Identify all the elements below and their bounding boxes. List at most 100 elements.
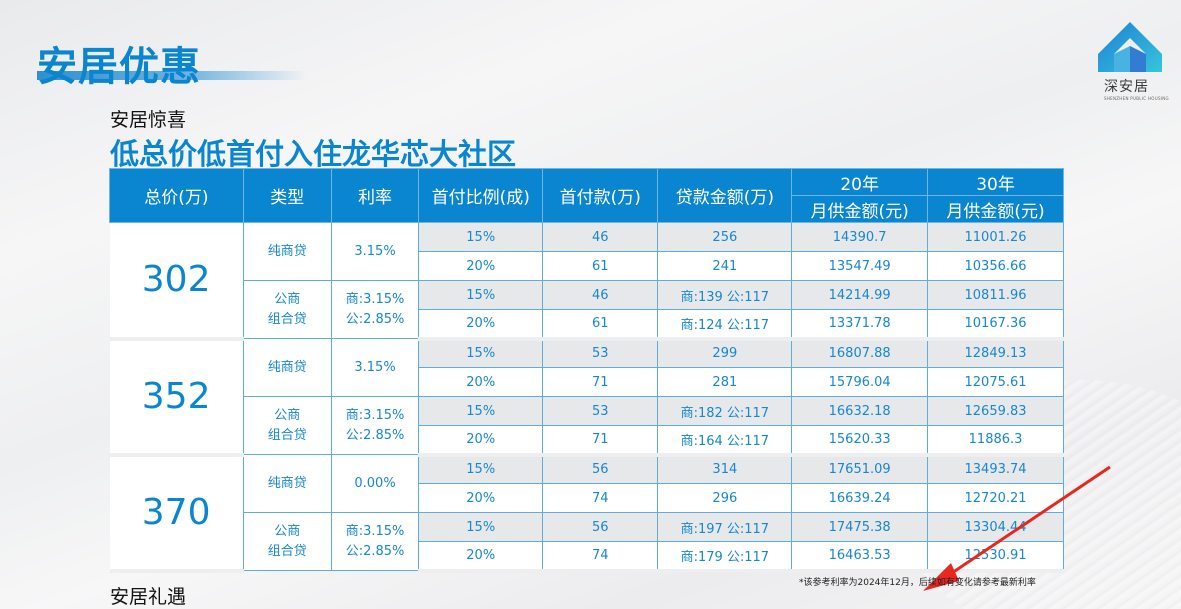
ratio-cell: 15%: [418, 280, 544, 310]
rate-cell: 0.00%: [330, 454, 420, 513]
headline: 低总价低首付入住龙华芯大社区: [110, 137, 517, 171]
loan-type-cell: 纯商贷: [242, 222, 332, 281]
header-loan-amount: 贷款金额(万): [657, 168, 793, 223]
down-payment-cell: 56: [542, 512, 659, 542]
down-payment-cell: 61: [542, 309, 659, 341]
rate-line1: 商:3.15%: [345, 291, 405, 307]
ratio-cell: 20%: [418, 541, 544, 573]
page-title: 安居优惠: [37, 44, 201, 90]
loan-amount-cell: 商:197 公:117: [657, 512, 793, 542]
header-total: 总价(万): [109, 168, 244, 223]
header-down-payment: 首付款(万): [542, 168, 659, 223]
ratio-cell: 20%: [418, 251, 544, 281]
monthly-30-cell: 12849.13: [927, 338, 1064, 368]
header-type: 类型: [242, 168, 332, 223]
monthly-20-cell: 13547.49: [791, 251, 929, 281]
ratio-cell: 15%: [418, 396, 544, 426]
monthly-30-cell: 13493.74: [927, 454, 1064, 484]
monthly-20-cell: 16807.88: [791, 338, 929, 368]
rate-cell: 商:3.15% 公:2.85%: [330, 280, 420, 339]
ratio-cell: 15%: [418, 512, 544, 542]
rate-line2: 公:2.85%: [345, 427, 405, 443]
table-row: 20% 61 商:124 公:117 13371.78 10167.36: [110, 309, 1064, 341]
house-logo-icon: [1098, 22, 1162, 72]
monthly-30-cell: 13304.44: [927, 512, 1064, 542]
ratio-cell: 15%: [418, 338, 544, 368]
down-payment-cell: 61: [542, 251, 659, 281]
table-row: 352 纯商贷 3.15% 15% 53 299 16807.88 12849.13: [109, 338, 1064, 457]
down-payment-cell: 74: [542, 541, 659, 573]
loan-type-cell: 公商 组合贷: [242, 396, 332, 455]
logo-name: 深安居: [1104, 79, 1149, 95]
monthly-20-cell: 13371.78: [791, 309, 929, 341]
header-rate: 利率: [330, 168, 420, 223]
loan-type-cell: 公商 组合贷: [242, 280, 332, 339]
monthly-20-cell: 16463.53: [791, 541, 929, 573]
down-payment-cell: 46: [542, 280, 659, 310]
loan-amount-cell: 299: [657, 338, 793, 368]
loan-type-cell: 纯商贷: [242, 454, 332, 513]
total-price-cell: 352: [109, 338, 244, 457]
loan-amount-cell: 241: [657, 251, 793, 281]
ratio-cell: 20%: [418, 367, 544, 397]
rate-line1: 3.15%: [354, 359, 396, 375]
monthly-20-cell: 16632.18: [791, 396, 929, 426]
loan-amount-cell: 281: [657, 367, 793, 397]
table-row: 20% 71 281 15796.04 12075.61: [110, 367, 1064, 397]
section-label-surprise: 安居惊喜: [110, 109, 187, 131]
ratio-cell: 15%: [418, 222, 544, 252]
monthly-30-cell: 12530.91: [927, 541, 1064, 573]
table-row: 公商 组合贷 商:3.15% 公:2.85% 15% 56 商:197 公:117 17475…: [110, 512, 1064, 571]
monthly-30-cell: 12720.21: [927, 483, 1064, 513]
loan-amount-cell: 296: [657, 483, 793, 513]
loan-type-cell: 公商 组合贷: [242, 512, 332, 571]
ratio-cell: 20%: [418, 425, 544, 457]
loan-amount-cell: 314: [657, 454, 793, 484]
loan-type-line1: 公商: [274, 291, 301, 307]
section-label-gift: 安居礼遇: [110, 586, 187, 608]
down-payment-cell: 71: [542, 367, 659, 397]
table-row: 302 纯商贷 3.15% 15% 46 256 14390.7 11001.26: [109, 222, 1064, 341]
footnote: *该参考利率为2024年12月，后续如有变化请参考最新利率: [799, 578, 1036, 588]
monthly-20-cell: 15796.04: [791, 367, 929, 397]
loan-type-line1: 公商: [274, 407, 301, 423]
monthly-30-cell: 12659.83: [927, 396, 1064, 426]
ratio-cell: 15%: [418, 454, 544, 484]
rate-cell: 商:3.15% 公:2.85%: [330, 512, 420, 571]
header-ratio: 首付比例(成): [418, 168, 544, 223]
monthly-30-cell: 10356.66: [927, 251, 1064, 281]
down-payment-cell: 74: [542, 483, 659, 513]
total-price-cell: 370: [109, 454, 244, 573]
monthly-20-cell: 16639.24: [791, 483, 929, 513]
down-payment-cell: 71: [542, 425, 659, 457]
monthly-20-cell: 15620.33: [791, 425, 929, 457]
loan-type-line1: 纯商贷: [267, 359, 307, 375]
header-monthly-30: 月供金额(元): [927, 195, 1064, 223]
monthly-30-cell: 10167.36: [927, 309, 1064, 341]
table-subheader-row: 月供金额(元) 月供金额(元): [110, 195, 1064, 223]
monthly-30-cell: 10811.96: [927, 280, 1064, 310]
table-row: 公商 组合贷 商:3.15% 公:2.85% 15% 53 商:182 公:117 16632…: [110, 396, 1064, 455]
ratio-cell: 20%: [418, 309, 544, 341]
down-payment-cell: 53: [542, 396, 659, 426]
monthly-30-cell: 12075.61: [927, 367, 1064, 397]
loan-type-line1: 公商: [274, 523, 301, 539]
rate-line2: 公:2.85%: [345, 543, 405, 559]
header-30-years: 30年: [927, 168, 1064, 196]
title-underline: [37, 71, 307, 80]
loan-amount-cell: 商:124 公:117: [657, 309, 793, 341]
loan-type-line2: 组合贷: [267, 543, 307, 559]
loan-amount-cell: 商:164 公:117: [657, 425, 793, 457]
down-payment-cell: 46: [542, 222, 659, 252]
down-payment-cell: 56: [542, 454, 659, 484]
header-20-years: 20年: [791, 168, 929, 196]
monthly-30-cell: 11886.3: [927, 425, 1064, 457]
table-row: 20% 71 商:164 公:117 15620.33 11886.3: [110, 425, 1064, 457]
loan-type-line2: 组合贷: [267, 311, 307, 327]
loan-amount-cell: 商:139 公:117: [657, 280, 793, 310]
loan-type-line1: 纯商贷: [267, 243, 307, 259]
monthly-20-cell: 17475.38: [791, 512, 929, 542]
ratio-cell: 20%: [418, 483, 544, 513]
header-monthly-20: 月供金额(元): [791, 195, 929, 223]
loan-type-cell: 纯商贷: [242, 338, 332, 397]
